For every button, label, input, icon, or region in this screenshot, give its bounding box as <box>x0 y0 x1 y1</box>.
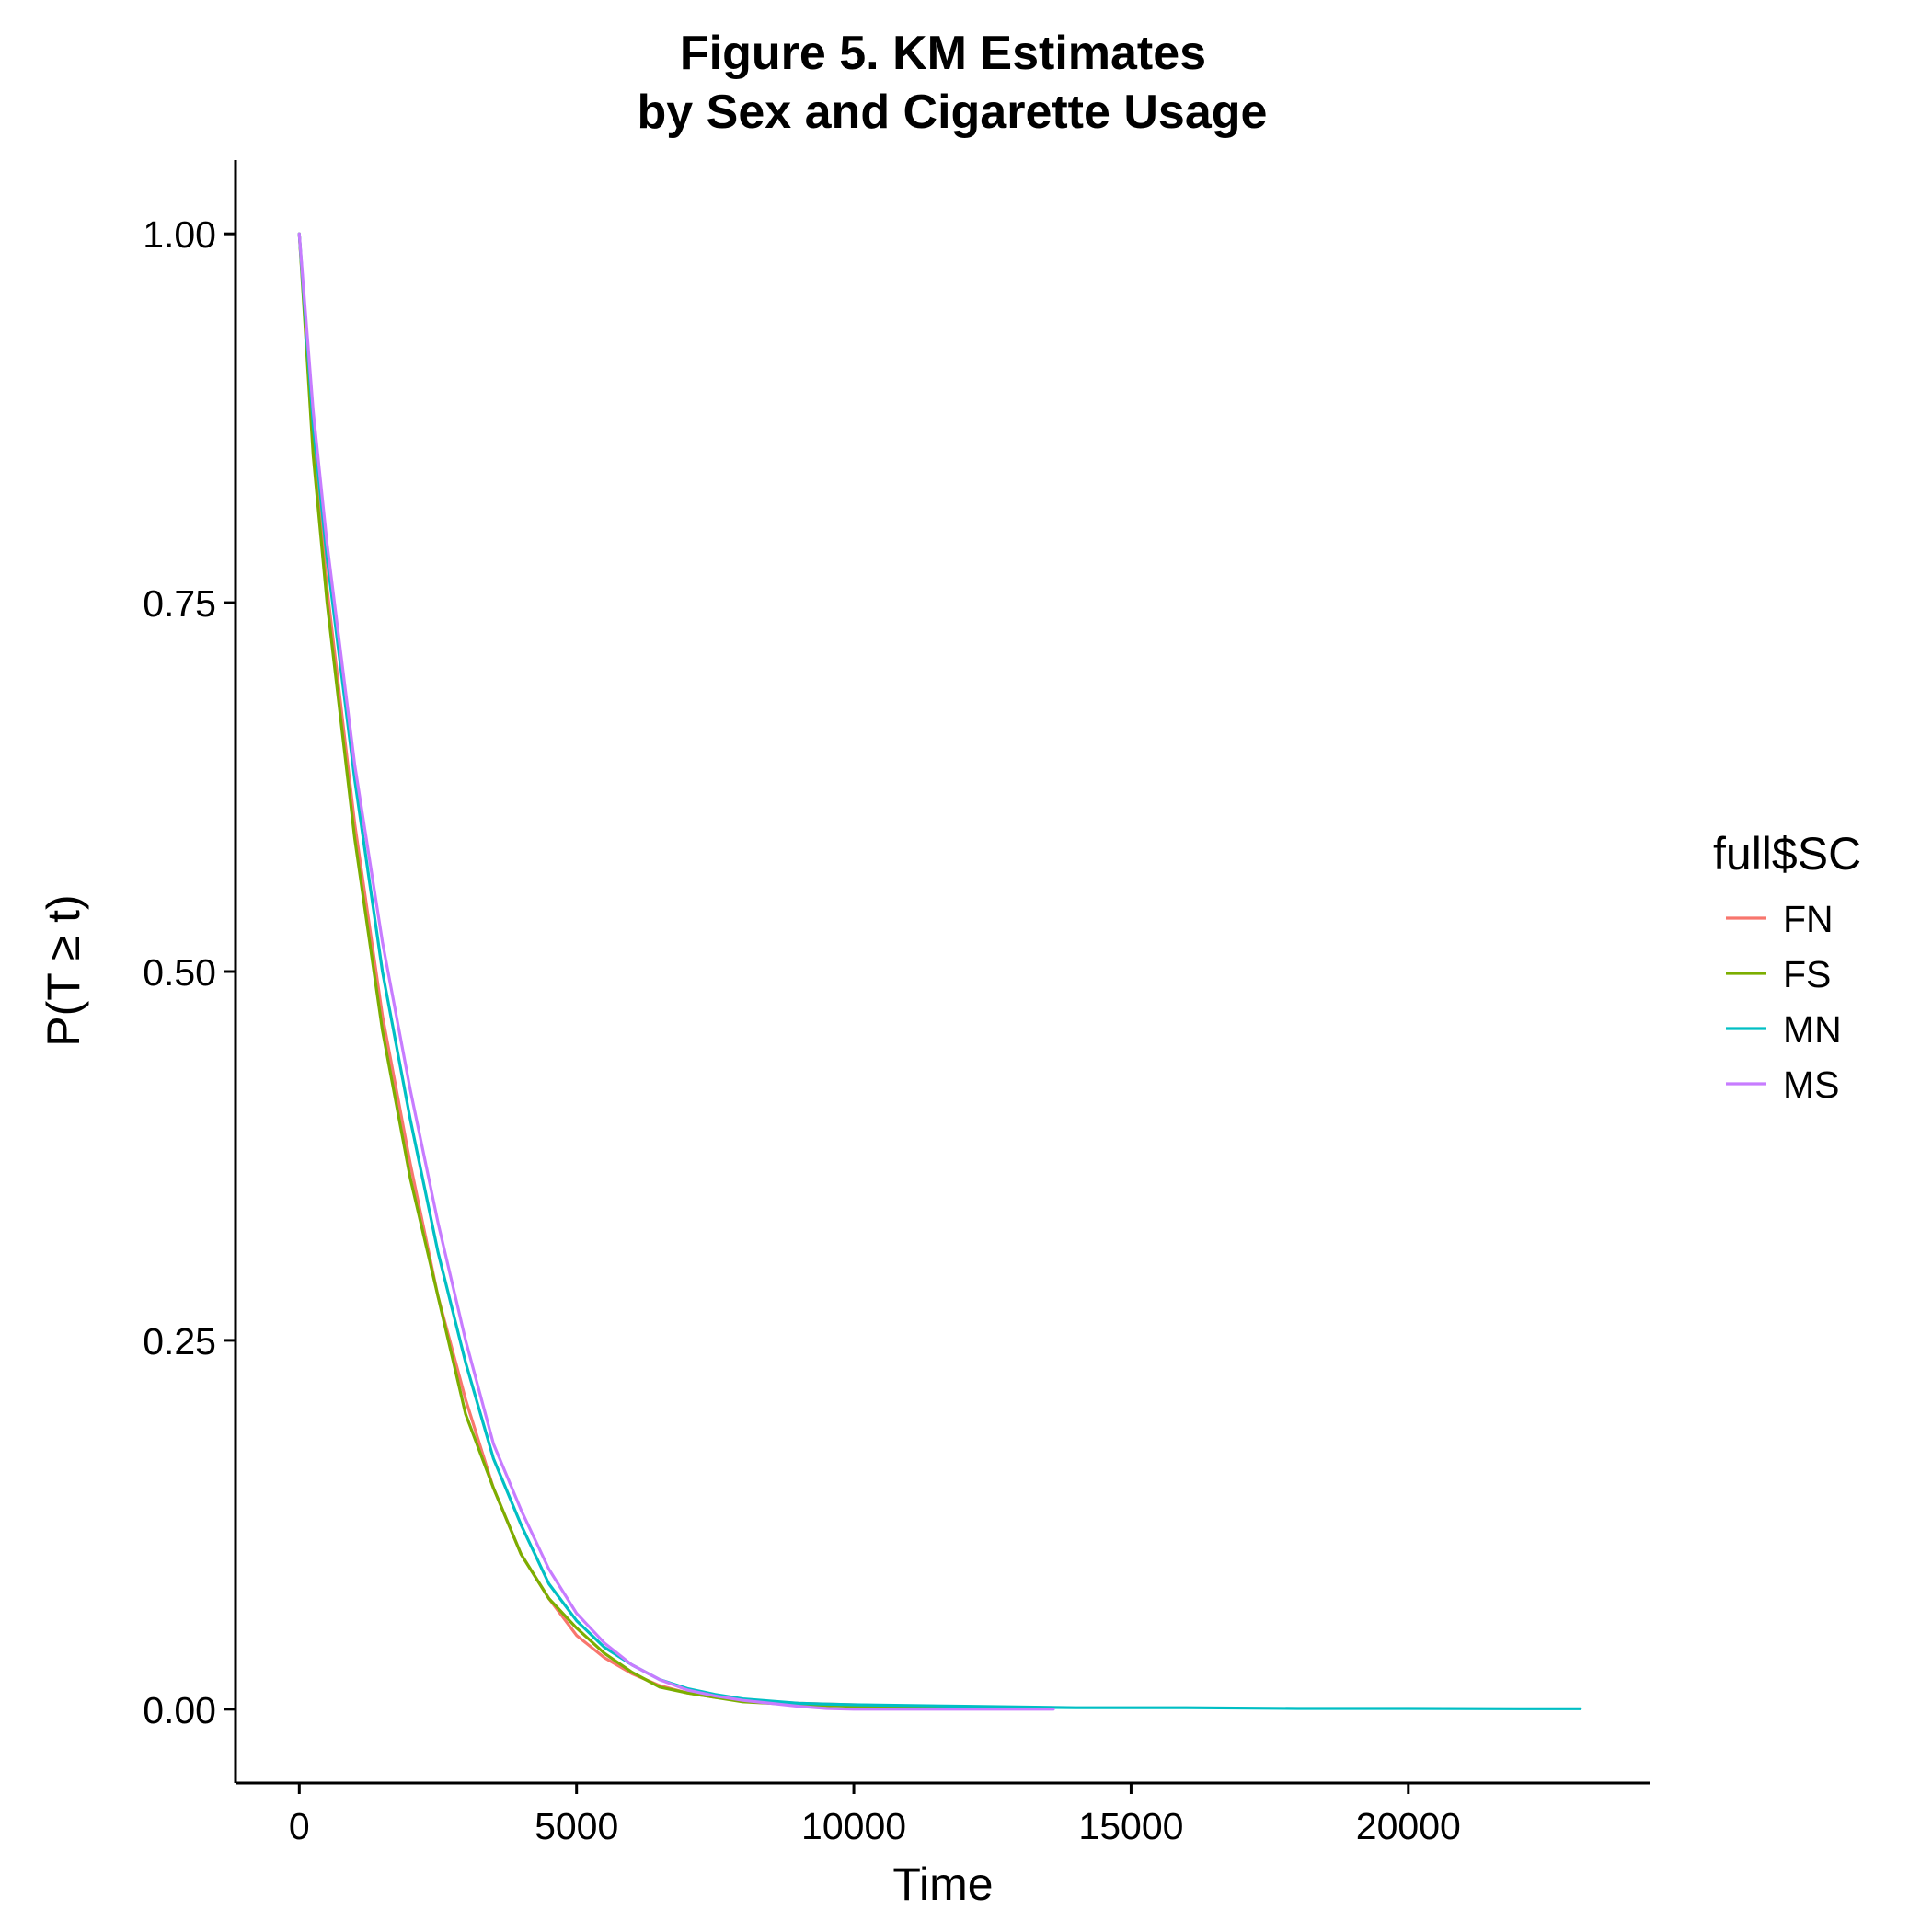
x-tick-label: 5000 <box>535 1805 618 1847</box>
y-tick-label: 0.25 <box>143 1320 216 1363</box>
x-tick-label: 20000 <box>1356 1805 1461 1847</box>
legend: full$SC FN FS MN MS <box>1713 828 1861 1106</box>
legend-label-ms: MS <box>1783 1064 1840 1106</box>
chart-title: Figure 5. KM Estimates <box>680 27 1206 80</box>
legend-label-fn: FN <box>1783 898 1834 940</box>
legend-label-fs: FS <box>1783 953 1831 995</box>
y-tick-label: 0.50 <box>143 951 216 994</box>
x-ticks: 0 5000 10000 15000 20000 <box>289 1783 1461 1847</box>
x-tick-label: 0 <box>289 1805 310 1847</box>
x-tick-label: 10000 <box>801 1805 906 1847</box>
x-tick-label: 15000 <box>1078 1805 1183 1847</box>
y-axis-title: P(T ≥ t) <box>38 894 89 1046</box>
series-line-ms <box>297 232 1055 1711</box>
legend-items: FN FS MN MS <box>1726 898 1842 1106</box>
legend-label-mn: MN <box>1783 1008 1842 1051</box>
y-tick-label: 0.75 <box>143 582 216 625</box>
chart-subtitle: by Sex and Cigarette Usage <box>638 86 1268 139</box>
y-ticks: 0.00 0.25 0.50 0.75 1.00 <box>143 213 236 1731</box>
legend-title: full$SC <box>1713 828 1861 880</box>
plot-lines <box>297 232 1582 1711</box>
y-tick-label: 0.00 <box>143 1689 216 1731</box>
y-tick-label: 1.00 <box>143 213 216 256</box>
x-axis-title: Time <box>892 1858 993 1910</box>
